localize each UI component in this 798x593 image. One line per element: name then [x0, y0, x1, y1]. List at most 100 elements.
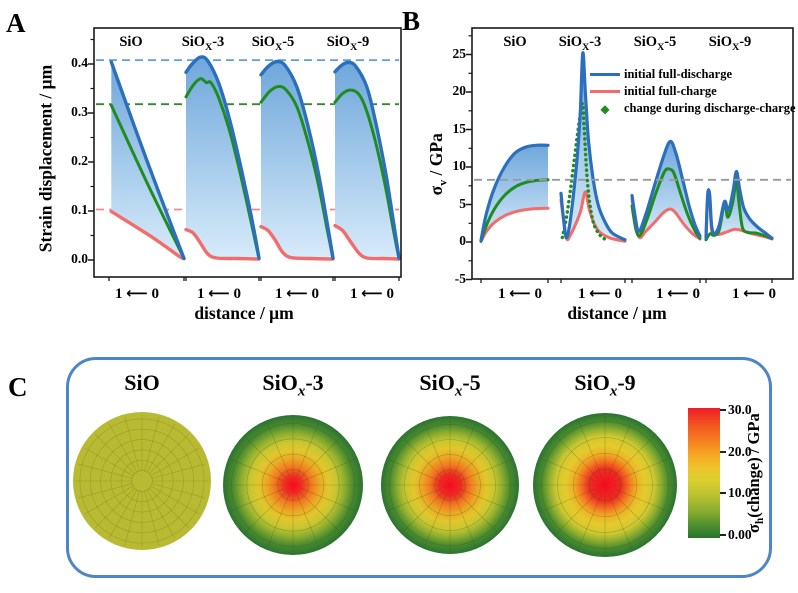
sigma-subscript: v [435, 179, 450, 186]
legend-line-swatch-charge [590, 89, 620, 94]
sigma-subscript: h [754, 517, 767, 525]
polar-grid-0 [75, 414, 209, 548]
section-curves-3 [704, 169, 774, 242]
charge-curve [479, 206, 550, 243]
section-curves-1 [559, 51, 627, 243]
legend-item-charge: initial full-charge [590, 83, 796, 100]
area-fill [111, 62, 184, 259]
y-tick-label: 0 [459, 233, 466, 248]
discharge-curve [704, 169, 774, 240]
discharge-curve [630, 139, 702, 238]
x-axis-direction-label: 1 ⟵ 0 [274, 286, 319, 302]
y-tick-label: 10 [452, 158, 467, 173]
section-title: SiO [119, 34, 143, 50]
panel-c-grid-overlay [75, 414, 675, 555]
y-tick-label: 25 [452, 45, 467, 61]
change-curve [479, 178, 550, 243]
charge-curve [333, 224, 401, 261]
colorbar-tick-label: 30.0 [728, 402, 752, 417]
section-title: SiO [503, 34, 527, 50]
heatmap-circle-2 [381, 416, 519, 554]
section-title: SiOX-5 [633, 34, 677, 53]
y-tick-label: 15 [452, 120, 467, 136]
heatmap-circle-title: SiO [124, 370, 160, 395]
diamond-marker-icon: ◆ [600, 101, 610, 116]
polar-grid-3 [535, 415, 675, 555]
panel-b-label: B [402, 6, 421, 36]
panel-c-border [66, 357, 772, 578]
section-curves-3 [333, 60, 401, 261]
panel-a-x-axis-label: distance / μm [194, 303, 294, 323]
panel-b-chart [466, 27, 794, 283]
section-curves-2 [630, 139, 702, 241]
sigma-symbol: σ [743, 524, 763, 534]
heatmap-circle-3 [533, 413, 677, 557]
area-fill [561, 52, 625, 242]
discharge-curve [479, 143, 550, 243]
legend-label-change: change during discharge-charge [624, 101, 796, 115]
legend: initial full-discharge initial full-char… [590, 66, 796, 117]
plot-frame [93, 27, 402, 278]
section-title: SiOX-3 [181, 34, 225, 53]
polar-grid-2 [383, 418, 517, 552]
heatmap-circle-title: SiOx-9 [574, 370, 636, 400]
colorbar [688, 408, 720, 538]
colorbar-tick-mark [720, 409, 726, 411]
y-tick-label: -5 [454, 270, 466, 286]
x-axis-direction-label: 1 ⟵ 0 [349, 286, 394, 302]
heatmap-circle-title: SiOx-3 [262, 370, 324, 400]
y-tick-label: 0.4 [71, 55, 88, 70]
legend-label-charge: initial full-charge [624, 84, 717, 98]
discharge-curve [184, 55, 261, 260]
section-title: SiOX-9 [326, 34, 370, 53]
y-tick-label: 0.0 [71, 251, 88, 266]
unit-text: (change) / GPa [743, 413, 763, 518]
legend-label-discharge: initial full-discharge [624, 67, 732, 81]
section-title: SiOX-5 [251, 34, 295, 53]
charge-curve [259, 225, 335, 261]
section-title: SiOX-9 [708, 34, 752, 53]
heatmap-circle-title: SiOx-5 [419, 370, 481, 400]
discharge-curve [333, 60, 401, 260]
area-fill [481, 145, 548, 242]
section-curves-0 [109, 60, 186, 261]
discharge-curve [259, 59, 335, 260]
change-curve [560, 101, 607, 241]
colorbar-tick-label: 20.0 [728, 444, 752, 459]
heatmap-circle-1 [223, 415, 363, 555]
section-curves-1 [184, 55, 261, 261]
change-curve [109, 103, 186, 260]
charge-curve [184, 227, 261, 261]
discharge-curve [109, 60, 186, 261]
area-fill [335, 62, 399, 259]
y-tick-label: 0.2 [71, 153, 88, 168]
legend-line-swatch-discharge [590, 72, 620, 77]
section-curves-0 [479, 143, 550, 243]
panel-c-label: C [8, 372, 28, 402]
legend-item-change: ◆ change during discharge-charge [590, 100, 796, 117]
y-tick-label: 0.3 [71, 104, 88, 119]
colorbar-tick-label: 0.00 [728, 527, 752, 542]
x-axis-direction-label: 1 ⟵ 0 [196, 286, 241, 302]
x-axis-direction-label: 1 ⟵ 0 [497, 286, 542, 302]
colorbar-tick-mark [720, 534, 726, 536]
colorbar-axis-label: σh(change) / GPa [744, 363, 766, 583]
section-curves-2 [259, 59, 335, 261]
x-axis-direction-label: 1 ⟵ 0 [577, 286, 622, 302]
colorbar-tick-mark [720, 451, 726, 453]
panel-b-x-axis-label: distance / μm [567, 303, 667, 323]
y-tick-label: 0.1 [71, 202, 88, 217]
panel-a-label: A [6, 8, 26, 38]
colorbar-tick-mark [720, 492, 726, 494]
y-tick-label: 20 [452, 83, 467, 98]
colorbar-tick-label: 10.0 [728, 485, 752, 500]
x-axis-direction-label: 1 ⟵ 0 [731, 286, 776, 302]
discharge-curve [559, 51, 627, 242]
legend-item-discharge: initial full-discharge [590, 66, 796, 83]
x-axis-direction-label: 1 ⟵ 0 [655, 286, 700, 302]
area-fill [261, 61, 333, 259]
sigma-symbol: σ [425, 185, 446, 196]
section-title: SiOX-3 [558, 34, 602, 53]
x-axis-direction-label: 1 ⟵ 0 [114, 286, 159, 302]
